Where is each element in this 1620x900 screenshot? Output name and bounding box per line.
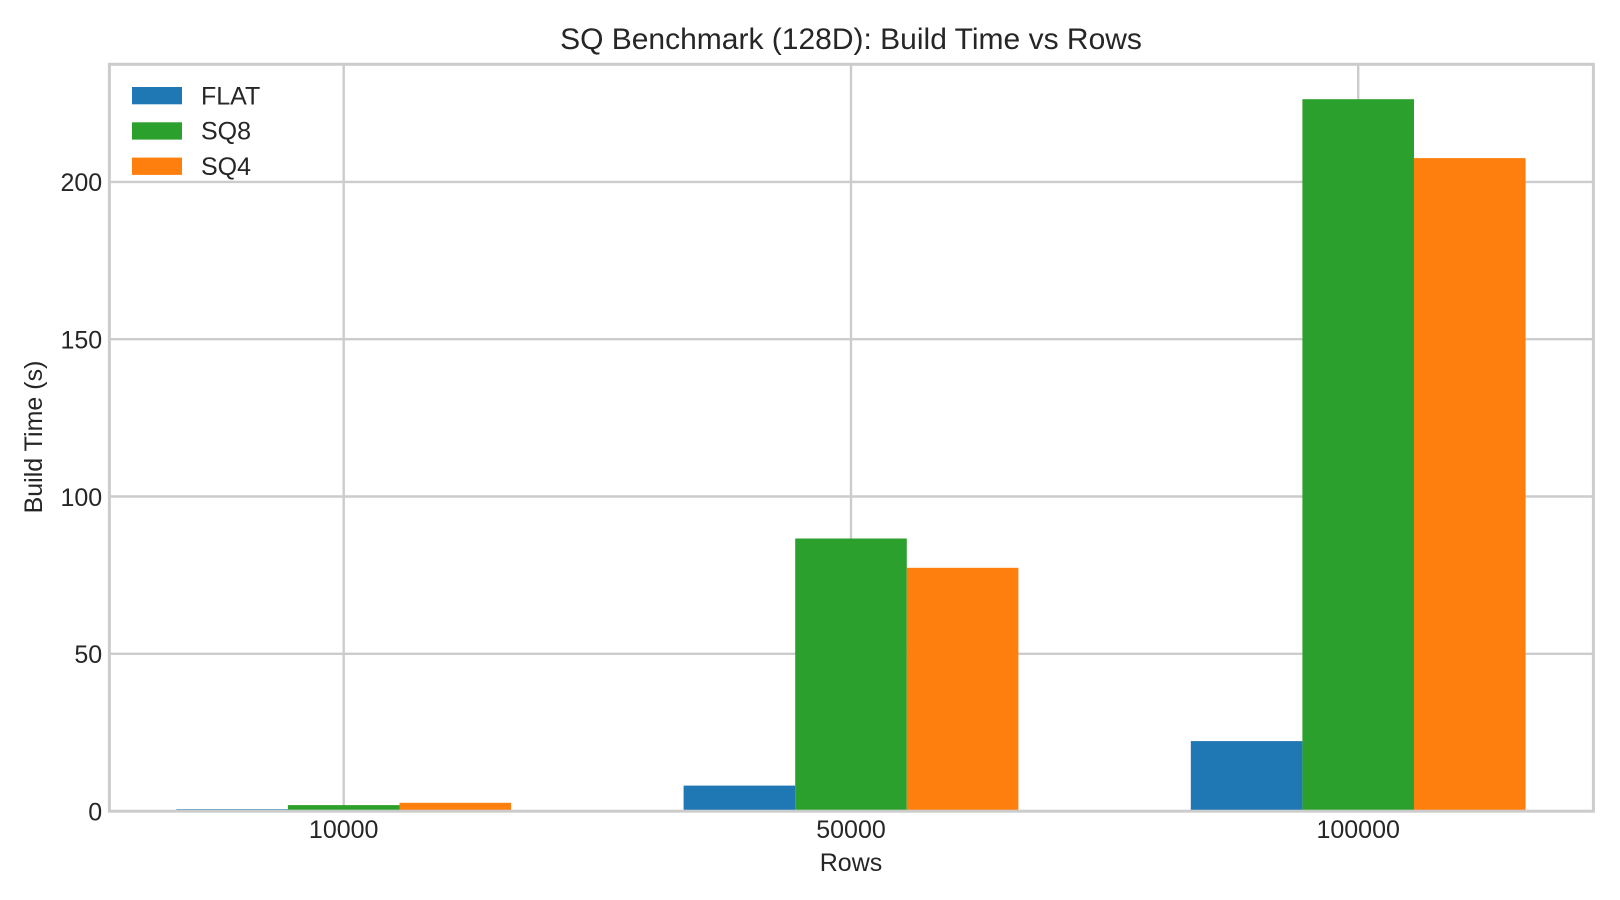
svg-text:100000: 100000 (1316, 816, 1399, 844)
svg-text:50: 50 (74, 641, 102, 669)
svg-text:SQ4: SQ4 (201, 153, 251, 181)
svg-text:50000: 50000 (816, 816, 886, 844)
svg-text:FLAT: FLAT (201, 82, 260, 110)
svg-text:SQ8: SQ8 (201, 118, 251, 146)
svg-text:0: 0 (88, 799, 102, 827)
svg-text:100: 100 (60, 484, 102, 512)
svg-text:Rows: Rows (820, 849, 883, 877)
svg-text:Build Time (s): Build Time (s) (20, 361, 48, 514)
svg-text:200: 200 (60, 169, 102, 197)
svg-text:SQ Benchmark (128D): Build Tim: SQ Benchmark (128D): Build Time vs Rows (560, 23, 1142, 56)
svg-text:150: 150 (60, 327, 102, 355)
svg-text:10000: 10000 (309, 816, 379, 844)
